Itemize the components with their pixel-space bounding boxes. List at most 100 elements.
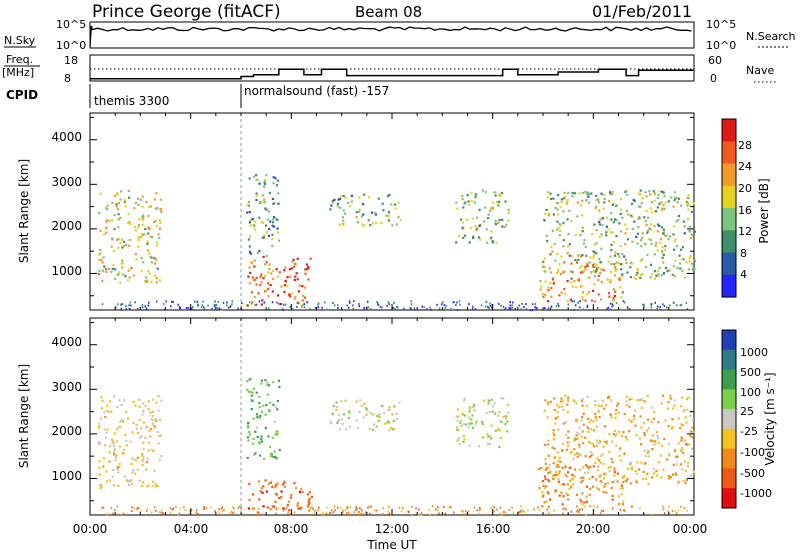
scatter-cell bbox=[660, 476, 663, 479]
scatter-cell bbox=[449, 506, 452, 509]
scatter-cell bbox=[662, 232, 665, 235]
scatter-cell bbox=[593, 223, 596, 226]
scatter-cell bbox=[600, 233, 603, 236]
scatter-cell bbox=[281, 483, 284, 486]
scatter-cell bbox=[267, 384, 270, 387]
scatter-cell bbox=[226, 301, 228, 304]
scatter-cell bbox=[545, 234, 548, 237]
scatter-cell bbox=[683, 507, 686, 510]
scatter-cell bbox=[671, 407, 675, 410]
scatter-cell bbox=[461, 221, 464, 224]
scatter-cell bbox=[620, 493, 623, 496]
scatter-cell bbox=[117, 202, 121, 205]
scatter-cell bbox=[157, 442, 160, 445]
scatter-cell bbox=[497, 221, 500, 224]
scatter-cell bbox=[687, 194, 690, 197]
scatter-cell bbox=[117, 471, 120, 474]
scatter-cell bbox=[99, 229, 102, 232]
scatter-cell bbox=[272, 182, 275, 185]
scatter-cell bbox=[567, 232, 570, 236]
scatter-cell bbox=[640, 426, 643, 429]
scatter-cell bbox=[571, 270, 574, 274]
scatter-cell bbox=[662, 303, 664, 306]
scatter-cell bbox=[640, 406, 643, 409]
scatter-cell bbox=[667, 510, 669, 513]
scatter-cell bbox=[154, 274, 157, 277]
scatter-cell bbox=[263, 181, 266, 184]
scatter-cell bbox=[693, 230, 696, 233]
scatter-cell bbox=[559, 400, 562, 403]
scatter-cell bbox=[610, 243, 613, 246]
freq-trace bbox=[90, 68, 694, 80]
scatter-cell bbox=[153, 506, 156, 509]
scatter-cell bbox=[179, 307, 181, 309]
scatter-cell bbox=[635, 479, 638, 482]
scatter-cell bbox=[382, 209, 385, 212]
scatter-cell bbox=[564, 464, 567, 467]
scatter-cell bbox=[336, 202, 339, 205]
scatter-cell bbox=[150, 418, 153, 421]
scatter-cell bbox=[555, 474, 558, 477]
scatter-cell bbox=[223, 508, 225, 511]
scatter-cell bbox=[556, 415, 559, 419]
scatter-cell bbox=[594, 404, 597, 407]
scatter-cell bbox=[324, 301, 326, 304]
scatter-cell bbox=[591, 289, 595, 292]
scatter-cell bbox=[296, 504, 299, 507]
scatter-cell bbox=[258, 513, 260, 516]
scatter-cell bbox=[581, 270, 584, 273]
scatter-cell bbox=[557, 460, 560, 463]
scatter-cell bbox=[553, 397, 556, 400]
scatter-cell bbox=[363, 306, 365, 309]
scatter-cell bbox=[216, 307, 219, 310]
scatter-cell bbox=[573, 453, 576, 456]
scatter-cell bbox=[624, 243, 627, 246]
scatter-cell bbox=[277, 202, 280, 205]
scatter-cell bbox=[486, 305, 489, 308]
scatter-cell bbox=[637, 192, 640, 195]
scatter-cell bbox=[251, 218, 254, 221]
colorbar-block bbox=[722, 208, 736, 231]
scatter-cell bbox=[170, 305, 172, 308]
scatter-cell bbox=[462, 413, 465, 416]
scatter-cell bbox=[145, 468, 148, 471]
scatter-cell bbox=[615, 204, 618, 207]
scatter-cell bbox=[496, 429, 499, 432]
scatter-cell bbox=[570, 450, 573, 453]
scatter-cell bbox=[685, 301, 688, 304]
scatter-cell bbox=[271, 436, 274, 439]
scatter-cell bbox=[261, 299, 264, 302]
scatter-cell bbox=[277, 507, 279, 510]
scatter-cell bbox=[157, 233, 160, 236]
scatter-cell bbox=[273, 420, 276, 423]
scatter-cell bbox=[261, 194, 264, 197]
scatter-cell bbox=[604, 483, 607, 486]
power-cbar-tick-8: 8 bbox=[740, 247, 747, 260]
scatter-cell bbox=[123, 201, 126, 204]
scatter-cell bbox=[185, 307, 188, 310]
scatter-cell bbox=[672, 265, 675, 268]
scatter-cell bbox=[660, 251, 664, 254]
scatter-cell bbox=[603, 193, 606, 197]
scatter-cell bbox=[471, 217, 474, 220]
scatter-cell bbox=[342, 209, 345, 212]
scatter-cell bbox=[668, 505, 670, 508]
scatter-cell bbox=[625, 404, 628, 407]
scatter-cell bbox=[388, 429, 391, 432]
scatter-cell bbox=[466, 194, 469, 197]
scatter-cell bbox=[674, 238, 677, 241]
scatter-cell bbox=[597, 274, 601, 277]
scatter-cell bbox=[373, 211, 376, 214]
scatter-cell bbox=[332, 405, 335, 408]
scatter-cell bbox=[352, 304, 354, 307]
scatter-cell bbox=[293, 511, 296, 514]
scatter-cell bbox=[587, 440, 590, 443]
scatter-cell bbox=[377, 302, 379, 305]
scatter-cell bbox=[667, 238, 670, 241]
scatter-cell bbox=[677, 509, 680, 512]
scatter-cell bbox=[135, 427, 138, 430]
scatter-cell bbox=[272, 269, 275, 272]
scatter-cell bbox=[494, 412, 497, 415]
scatter-cell bbox=[629, 482, 632, 485]
scatter-cell bbox=[566, 483, 569, 486]
